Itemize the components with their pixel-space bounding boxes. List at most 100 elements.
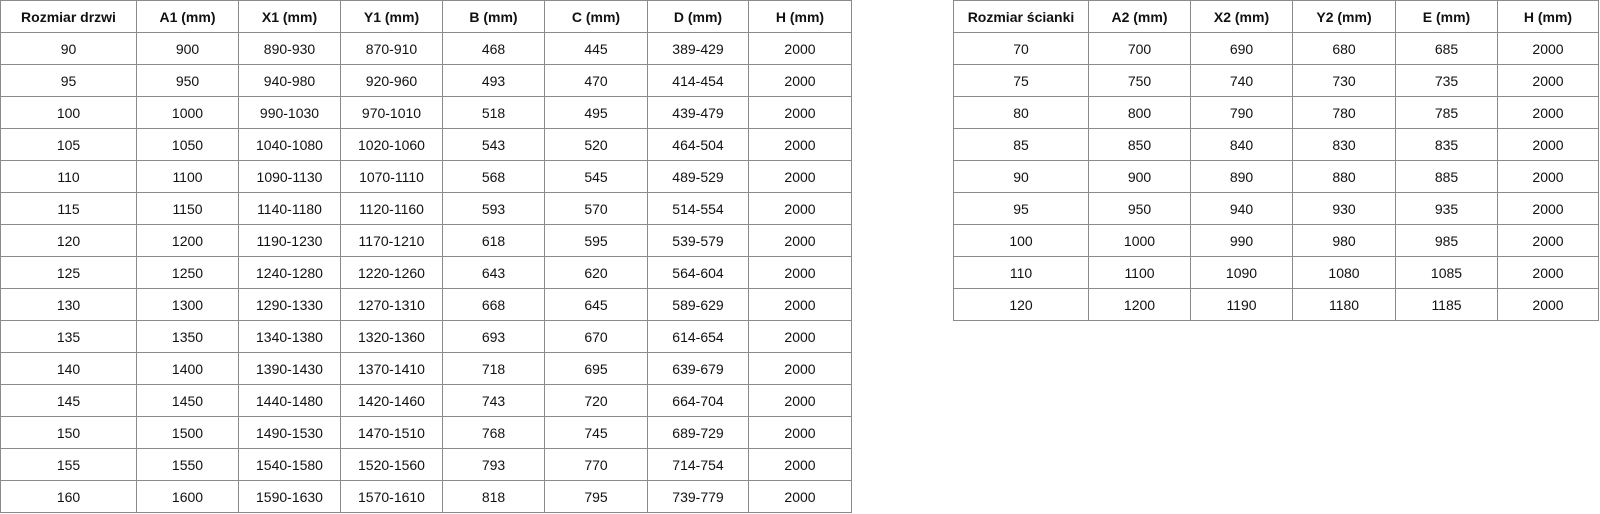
table-cell: 1150: [136, 192, 239, 225]
table-cell: 2000: [1497, 192, 1599, 225]
column-header: X1 (mm): [238, 0, 341, 33]
table-cell: 545: [544, 160, 648, 193]
wall-size-table: Rozmiar ścianki A2 (mm) X2 (mm) Y2 (mm) E (m…: [953, 0, 1599, 321]
table-cell: 120: [953, 288, 1089, 321]
table-cell: 1085: [1395, 256, 1498, 289]
table-cell: 2000: [1497, 128, 1599, 161]
table-cell: 920-960: [340, 64, 443, 97]
table-cell: 793: [442, 448, 545, 481]
table-cell: 1070-1110: [340, 160, 443, 193]
table-cell: 800: [1088, 96, 1191, 129]
table-cell: 1540-1580: [238, 448, 341, 481]
table-cell: 493: [442, 64, 545, 97]
column-header: A1 (mm): [136, 0, 239, 33]
table-cell: 740: [1190, 64, 1293, 97]
table-cell: 950: [136, 64, 239, 97]
table-cell: 695: [544, 352, 648, 385]
table-cell: 1185: [1395, 288, 1498, 321]
table-cell: 1450: [136, 384, 239, 417]
table-row: 160 1600 1590-1630 1570-1610 818 795 739-779 20…: [0, 480, 852, 513]
table-cell: 1520-1560: [340, 448, 443, 481]
table-cell: 735: [1395, 64, 1498, 97]
table-row: 70 700 690 680 685 2000: [953, 32, 1599, 65]
table-cell: 664-704: [647, 384, 749, 417]
table-cell: 1500: [136, 416, 239, 449]
table-cell: 568: [442, 160, 545, 193]
table-cell: 1350: [136, 320, 239, 353]
table-row: 110 1100 1090 1080 1085 2000: [953, 256, 1599, 289]
table-cell: 685: [1395, 32, 1498, 65]
table-row: 75 750 740 730 735 2000: [953, 64, 1599, 97]
door-size-table: Rozmiar drzwi A1 (mm) X1 (mm) Y1 (mm) B (mm)…: [0, 0, 852, 513]
table-cell: 1470-1510: [340, 416, 443, 449]
table-cell: 1200: [136, 224, 239, 257]
table-cell: 835: [1395, 128, 1498, 161]
table-cell: 2000: [748, 224, 852, 257]
table-cell: 1600: [136, 480, 239, 513]
table-row: 110 1100 1090-1130 1070-1110 568 545 489-529 20…: [0, 160, 852, 193]
table-cell: 1100: [1088, 256, 1191, 289]
table-cell: 700: [1088, 32, 1191, 65]
table-cell: 1590-1630: [238, 480, 341, 513]
table-cell: 1400: [136, 352, 239, 385]
table-cell: 690: [1190, 32, 1293, 65]
table-cell: 2000: [748, 352, 852, 385]
column-header: B (mm): [442, 0, 545, 33]
table-row: 120 1200 1190-1230 1170-1210 618 595 539-579 20…: [0, 224, 852, 257]
table-cell: 120: [0, 224, 137, 257]
table-cell: 2000: [748, 384, 852, 417]
table-cell: 739-779: [647, 480, 749, 513]
table-cell: 1320-1360: [340, 320, 443, 353]
table-cell: 930: [1292, 192, 1396, 225]
table-row: 85 850 840 830 835 2000: [953, 128, 1599, 161]
table-cell: 95: [0, 64, 137, 97]
table-cell: 2000: [1497, 160, 1599, 193]
table-cell: 750: [1088, 64, 1191, 97]
table-row: 135 1350 1340-1380 1320-1360 693 670 614-654 20…: [0, 320, 852, 353]
column-header: Rozmiar ścianki: [953, 0, 1089, 33]
table-cell: 1300: [136, 288, 239, 321]
table-cell: 743: [442, 384, 545, 417]
table-cell: 643: [442, 256, 545, 289]
table-cell: 155: [0, 448, 137, 481]
table-cell: 2000: [1497, 256, 1599, 289]
table-cell: 1040-1080: [238, 128, 341, 161]
table-cell: 1170-1210: [340, 224, 443, 257]
table-cell: 389-429: [647, 32, 749, 65]
table-row: 80 800 790 780 785 2000: [953, 96, 1599, 129]
table-row: 90 900 890 880 885 2000: [953, 160, 1599, 193]
table-cell: 564-604: [647, 256, 749, 289]
column-header: Rozmiar drzwi: [0, 0, 137, 33]
table-cell: 689-729: [647, 416, 749, 449]
table-cell: 90: [953, 160, 1089, 193]
table-cell: 593: [442, 192, 545, 225]
table-cell: 1340-1380: [238, 320, 341, 353]
table-cell: 1080: [1292, 256, 1396, 289]
table-cell: 795: [544, 480, 648, 513]
table-cell: 890: [1190, 160, 1293, 193]
table-cell: 2000: [1497, 288, 1599, 321]
table-cell: 980: [1292, 224, 1396, 257]
table-cell: 620: [544, 256, 648, 289]
table-cell: 950: [1088, 192, 1191, 225]
table-cell: 1290-1330: [238, 288, 341, 321]
table-cell: 514-554: [647, 192, 749, 225]
table-cell: 150: [0, 416, 137, 449]
table-cell: 1020-1060: [340, 128, 443, 161]
table-cell: 940: [1190, 192, 1293, 225]
table-cell: 639-679: [647, 352, 749, 385]
table-cell: 985: [1395, 224, 1498, 257]
table-row: 90 900 890-930 870-910 468 445 389-429 2000: [0, 32, 852, 65]
table-cell: 2000: [748, 32, 852, 65]
table-cell: 110: [953, 256, 1089, 289]
table-cell: 2000: [748, 320, 852, 353]
table-row: 150 1500 1490-1530 1470-1510 768 745 689-729 20…: [0, 416, 852, 449]
table-cell: 1440-1480: [238, 384, 341, 417]
table-cell: 970-1010: [340, 96, 443, 129]
table-cell: 680: [1292, 32, 1396, 65]
table-cell: 720: [544, 384, 648, 417]
table-cell: 439-479: [647, 96, 749, 129]
table-cell: 940-980: [238, 64, 341, 97]
table-cell: 2000: [748, 192, 852, 225]
table-row: 125 1250 1240-1280 1220-1260 643 620 564-604 20…: [0, 256, 852, 289]
